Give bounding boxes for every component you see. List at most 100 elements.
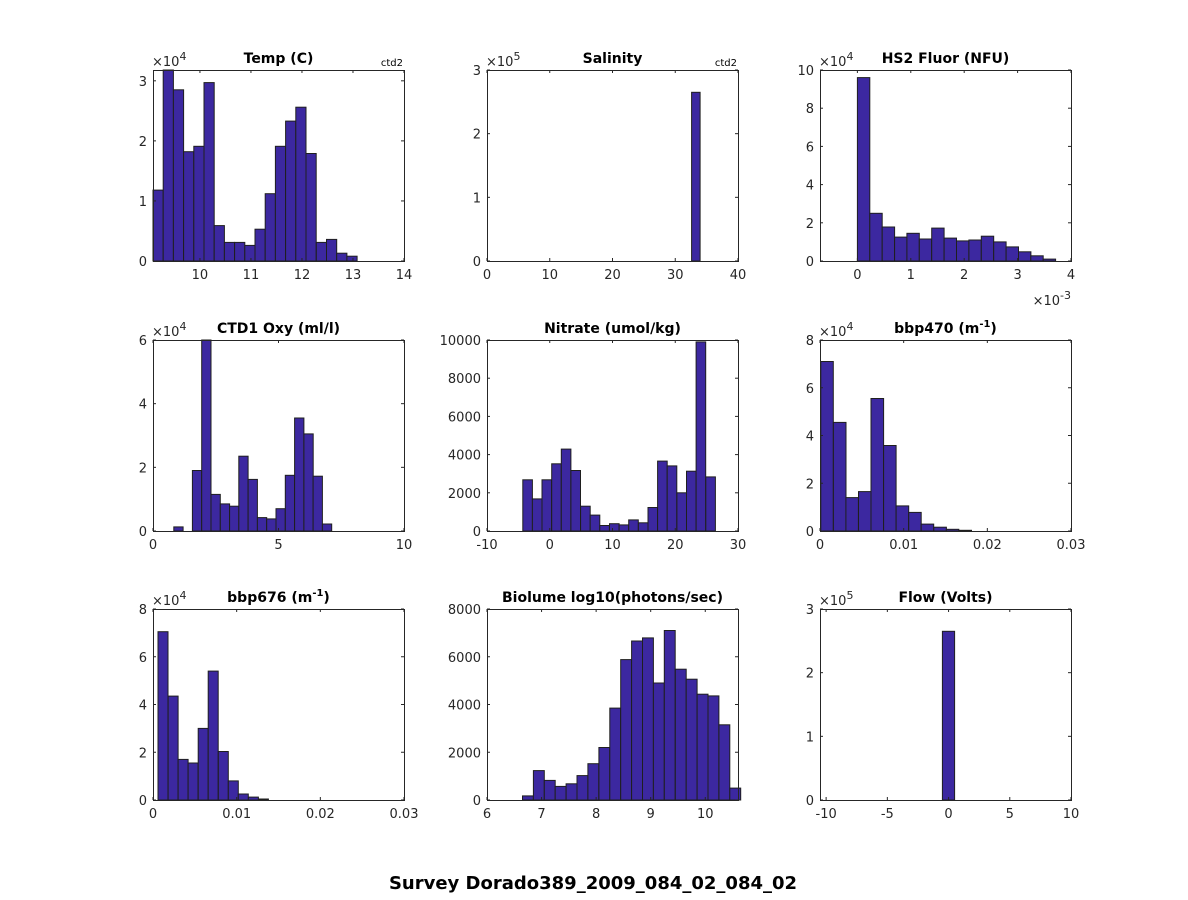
histogram-bar: [705, 476, 716, 532]
histogram-bar: [931, 227, 945, 262]
histogram-panel-7: 0 0.01 0.02 0.03 0 2 4 6 8 ×104 bbp676 (m-1): [139, 588, 419, 822]
histogram-bar: [303, 433, 314, 532]
x-tick-label: 0.01: [222, 807, 251, 822]
histogram-bar: [201, 339, 212, 532]
y-tick-label: 4: [139, 398, 147, 413]
y-tick-label: 2: [806, 477, 814, 492]
x-tick-label: -5: [881, 807, 894, 822]
x-tick-label: 2: [960, 268, 968, 283]
histogram-bar: [167, 695, 179, 801]
y-tick-label: 8000: [448, 603, 481, 618]
histogram-bar: [856, 77, 871, 262]
y-tick-label: 4: [806, 430, 814, 445]
histogram-bar: [312, 475, 323, 532]
histogram-bar: [1042, 258, 1057, 262]
histogram-bar: [883, 445, 897, 532]
histogram-bar: [238, 455, 249, 532]
histogram-bar: [943, 237, 957, 262]
y-tick-label: 2: [806, 217, 814, 232]
histogram-bar: [637, 522, 649, 532]
histogram-bar: [197, 727, 209, 801]
histogram-bar: [820, 361, 834, 532]
histogram-bar: [832, 421, 847, 532]
histogram-bar: [522, 479, 533, 532]
histogram-bar: [663, 630, 676, 801]
histogram-bar: [219, 503, 231, 532]
histogram-bar: [894, 236, 908, 262]
panel-title: Biolume log10(photons/sec): [502, 590, 723, 606]
histogram-panel-3: 0 1 2 3 4 0 2 4 6 8 10 ×104 ×10-3 HS2 Fluor (NFU): [797, 50, 1075, 309]
x-tick-label: 11: [243, 268, 260, 283]
panel-title: HS2 Fluor (NFU): [882, 51, 1010, 67]
histogram-bar: [956, 240, 970, 262]
x-tick-label: 0: [149, 807, 157, 822]
y-tick-label: 2000: [448, 746, 481, 761]
y-tick-label: 0: [139, 794, 147, 809]
x-tick-label: 13: [345, 268, 362, 283]
histogram-panel-2: 0 10 20 30 40 0 1 2 3 ×105 Salinity ctd2: [473, 50, 747, 283]
histogram-bar: [908, 511, 922, 532]
histogram-bar: [845, 497, 859, 532]
histogram-bar: [275, 508, 286, 532]
histogram-bar: [191, 470, 203, 532]
x-tick-label: 10: [1063, 807, 1080, 822]
histogram-bar: [696, 693, 709, 801]
y-tick-label: 2: [139, 746, 147, 761]
histogram-bar: [213, 225, 225, 262]
histogram-bar: [587, 763, 600, 801]
x-tick-label: 14: [396, 268, 413, 283]
histogram-bar: [531, 498, 543, 532]
x-tick-label: 9: [647, 807, 655, 822]
histogram-bar: [284, 474, 296, 532]
x-tick-label: 5: [274, 538, 282, 553]
histogram-bar: [676, 492, 688, 532]
y-tick-label: 6: [139, 651, 147, 666]
figure-suptitle: Survey Dorado389_2009_084_02_084_02: [389, 873, 797, 894]
histogram-bar: [162, 69, 174, 262]
histogram-bar: [543, 779, 556, 801]
histogram-bar: [210, 493, 221, 532]
x-tick-label: 10: [192, 268, 209, 283]
histogram-bar: [869, 212, 883, 262]
y-tick-label: 3: [806, 603, 814, 618]
y-tick-label: 0: [139, 525, 147, 540]
axes-frame: [820, 70, 1072, 262]
histogram-bar: [674, 668, 687, 801]
axes-frame: [487, 70, 739, 262]
source-note: ctd2: [381, 58, 403, 69]
y-tick-label: 2: [806, 667, 814, 682]
axes-frame: [820, 609, 1072, 801]
x-tick-label: 0: [546, 538, 554, 553]
histogram-bar: [993, 241, 1007, 262]
x-tick-label: 0.03: [1057, 538, 1086, 553]
source-note: ctd2: [715, 58, 737, 69]
histogram-bar: [285, 120, 297, 262]
x-tick-label: 0: [149, 538, 157, 553]
y-tick-label: 0: [473, 525, 481, 540]
x-tick-label: 0: [816, 538, 824, 553]
y-tick-label: 1: [139, 195, 147, 210]
histogram-bar: [217, 751, 229, 801]
y-tick-label: 6: [806, 140, 814, 155]
y-tick-label: 2: [139, 461, 147, 476]
histogram-bar: [254, 228, 266, 262]
histogram-bar: [906, 232, 920, 262]
histogram-bar: [1030, 255, 1044, 262]
histogram-bar: [294, 417, 305, 532]
histogram-bar: [560, 448, 572, 532]
panel-title: Flow (Volts): [898, 590, 992, 606]
histogram-bar: [326, 238, 338, 262]
x-tick-label: 30: [667, 268, 684, 283]
histogram-bar: [157, 631, 169, 801]
y-exponent-label: ×105: [486, 50, 520, 70]
histogram-bar: [657, 460, 668, 532]
histogram-bar: [599, 525, 610, 532]
y-tick-label: 10: [797, 64, 814, 79]
histogram-panel-6: 0 0.01 0.02 0.03 0 2 4 6 8 ×104 bbp470 (m-1): [806, 319, 1086, 553]
y-tick-label: 2000: [448, 487, 481, 502]
histogram-bar: [895, 505, 910, 532]
histogram-bar: [237, 793, 249, 801]
x-tick-label: -10: [476, 538, 497, 553]
x-tick-label: 7: [537, 807, 545, 822]
y-tick-label: 8000: [448, 372, 481, 387]
